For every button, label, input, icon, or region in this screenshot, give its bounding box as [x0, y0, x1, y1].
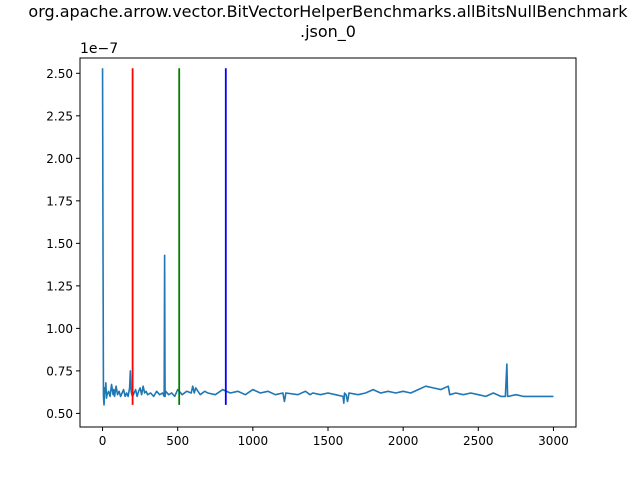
y-tick-label: 2.25	[46, 109, 73, 123]
y-tick-label: 1.25	[46, 279, 73, 293]
y-tick-label: 1.75	[46, 194, 73, 208]
chart-title-line-2: .json_0	[300, 22, 356, 42]
y-tick-label: 2.00	[46, 152, 73, 166]
x-tick-label: 0	[99, 434, 107, 448]
series-line-0	[101, 68, 554, 406]
x-tick-label: 2500	[463, 434, 494, 448]
y-tick-label: 0.75	[46, 364, 73, 378]
chart-title-line-1: org.apache.arrow.vector.BitVectorHelperB…	[28, 2, 628, 21]
y-tick-label: 1.50	[46, 237, 73, 251]
x-tick-label: 500	[166, 434, 189, 448]
x-axis: 0 500 1000 1500 2000 2500 3000	[99, 427, 569, 448]
y-tick-label: 2.50	[46, 67, 73, 81]
plot-area	[101, 68, 554, 406]
x-tick-label: 3000	[538, 434, 569, 448]
y-tick-label: 1.00	[46, 322, 73, 336]
y-tick-label: 0.50	[46, 407, 73, 421]
y-axis: 0.50 0.75 1.00 1.25 1.50 1.75 2.00 2.25 2.50	[46, 67, 80, 421]
x-tick-label: 2000	[388, 434, 419, 448]
y-axis-scale-label: 1e−7	[80, 41, 118, 57]
x-tick-label: 1500	[313, 434, 344, 448]
x-tick-label: 1000	[238, 434, 269, 448]
axes-frame	[79, 57, 577, 428]
